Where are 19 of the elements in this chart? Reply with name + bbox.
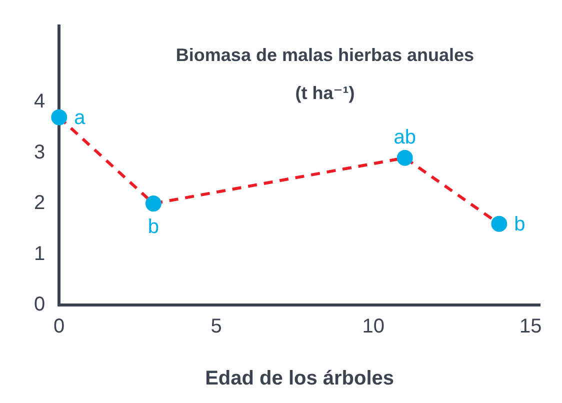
data-label: b (514, 213, 526, 236)
point (396, 150, 413, 166)
x-tick-label: 0 (54, 316, 65, 338)
x-tick-label: 5 (210, 316, 222, 338)
x-tick-label: 10 (362, 316, 385, 338)
data-label: a (74, 106, 86, 129)
y-tick-label: 2 (34, 192, 46, 214)
point (491, 216, 508, 232)
y-tick-label: 4 (34, 90, 46, 113)
data-label: ab (394, 126, 416, 148)
data-label: b (148, 216, 159, 238)
x-tick-label: 15 (519, 316, 542, 338)
y-tick-label: 3 (34, 141, 46, 164)
y-tick-label: 1 (34, 242, 46, 265)
point (145, 196, 162, 212)
y-tick-label: 0 (34, 294, 46, 316)
point (51, 109, 68, 126)
x-axis-title: Edad de los árboles (205, 368, 394, 390)
y-axis-title: Biomasa de malas hierbas anuales (t ha⁻¹) (176, 44, 474, 103)
